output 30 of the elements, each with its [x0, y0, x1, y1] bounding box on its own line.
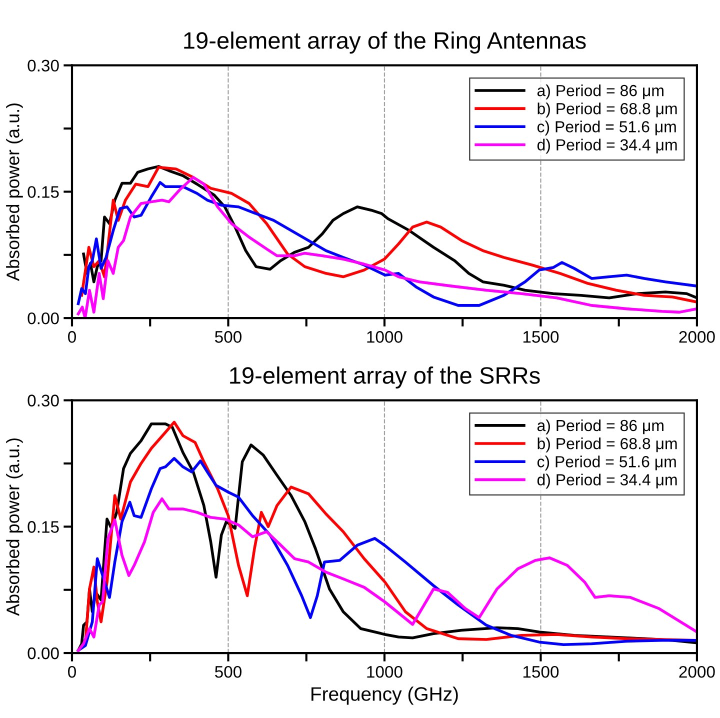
x-tick-label: 1500	[523, 666, 559, 678]
y-axis-title: Absorbed power (a.u.)	[6, 104, 23, 281]
x-tick-label: 1500	[523, 331, 559, 343]
line-series	[76, 497, 697, 652]
chart-title: 19-element array of the Ring Antennas	[184, 32, 586, 54]
x-axis-title: Frequency (GHz)	[312, 686, 458, 705]
x-tick-label: 1000	[367, 666, 402, 678]
y-tick-label: 0.30	[28, 60, 59, 72]
chart-title: 19-element array of the SRRs	[230, 366, 540, 389]
legend-label: d) Period = 34.4 μm	[537, 474, 677, 489]
y-tick-label: 0.15	[28, 186, 59, 198]
y-tick-label: 0.15	[28, 521, 59, 533]
x-tick-label: 1000	[367, 331, 402, 343]
x-tick-label: 0	[68, 331, 76, 343]
y-axis-title: Absorbed power (a.u.)	[6, 438, 23, 616]
x-tick-label: 2000	[679, 666, 715, 678]
legend-label: d) Period = 34.4 μm	[537, 138, 677, 154]
y-tick-label: 0.30	[28, 394, 59, 406]
x-tick-label: 2000	[679, 331, 715, 343]
legend-label: a) Period = 86 μm	[537, 419, 664, 434]
legend-label: c) Period = 51.6 μm	[537, 456, 676, 470]
legend-label: c) Period = 51.6 μm	[537, 120, 676, 136]
legend-label: b) Period = 68.8 μm	[538, 102, 677, 118]
x-tick-label: 500	[215, 666, 242, 678]
legend-label: a) Period = 86 μm	[537, 84, 664, 100]
legend-label: b) Period = 68.8 μm	[538, 438, 677, 452]
x-tick-label: 0	[68, 666, 76, 678]
x-tick-label: 500	[215, 331, 242, 343]
y-tick-label: 0.00	[28, 647, 59, 660]
y-tick-label: 0.00	[28, 312, 59, 324]
